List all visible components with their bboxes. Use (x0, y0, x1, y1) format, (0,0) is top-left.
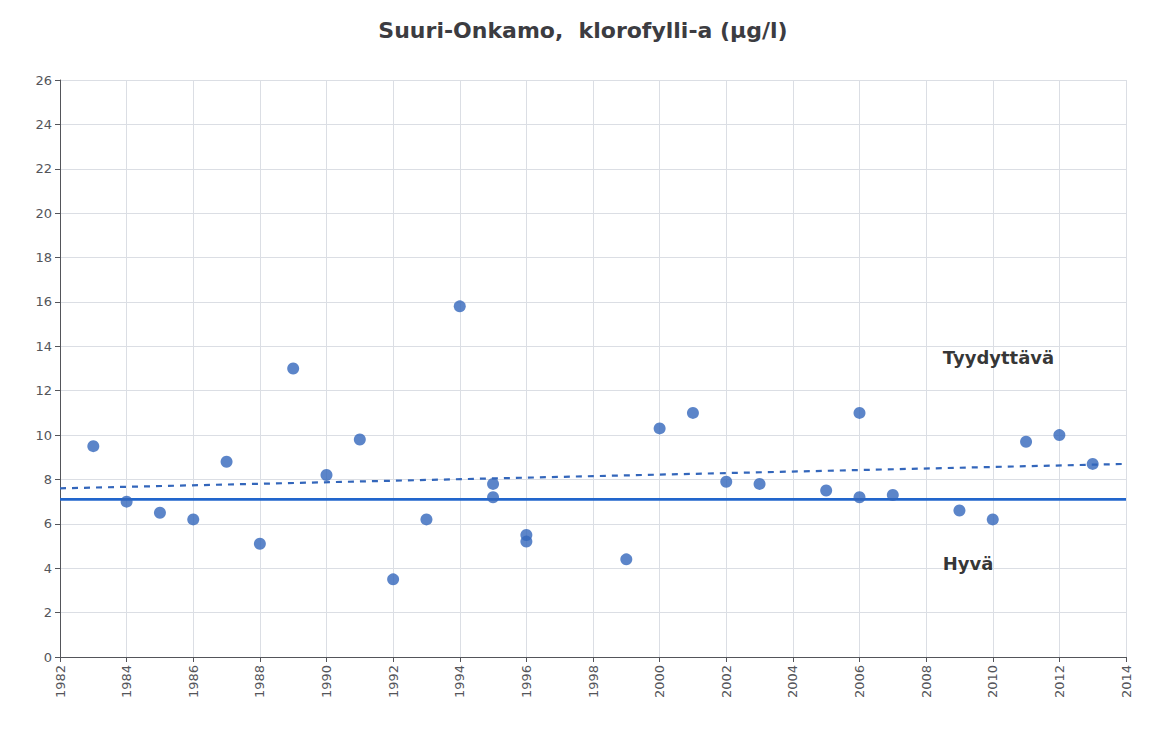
svg-text:1994: 1994 (452, 665, 467, 698)
svg-text:8: 8 (44, 472, 52, 487)
svg-text:0: 0 (44, 650, 52, 665)
svg-text:2008: 2008 (919, 665, 934, 698)
svg-text:10: 10 (35, 428, 52, 443)
svg-text:2006: 2006 (852, 665, 867, 698)
svg-text:14: 14 (35, 339, 52, 354)
svg-text:Suuri-Onkamo, klorofylli-a (μ: Suuri-Onkamo, klorofylli-a (μg/l) (378, 18, 787, 43)
svg-text:20: 20 (35, 206, 52, 221)
svg-text:4: 4 (44, 561, 52, 576)
svg-text:18: 18 (35, 250, 52, 265)
svg-text:22: 22 (35, 161, 52, 176)
svg-text:Tyydyttävä: Tyydyttävä (943, 347, 1054, 368)
svg-text:1984: 1984 (119, 665, 134, 698)
svg-text:2010: 2010 (985, 665, 1000, 698)
svg-text:12: 12 (35, 383, 52, 398)
svg-text:1992: 1992 (386, 665, 401, 698)
svg-text:2012: 2012 (1052, 665, 1067, 698)
svg-text:2: 2 (44, 605, 52, 620)
svg-text:Hyvä: Hyvä (943, 553, 994, 574)
svg-text:1988: 1988 (252, 665, 267, 698)
svg-text:2002: 2002 (719, 665, 734, 698)
svg-text:1982: 1982 (53, 665, 68, 698)
svg-text:26: 26 (35, 73, 52, 88)
svg-text:1986: 1986 (186, 665, 201, 698)
svg-text:2004: 2004 (785, 665, 800, 698)
svg-text:1998: 1998 (586, 665, 601, 698)
svg-text:24: 24 (35, 117, 52, 132)
svg-text:1990: 1990 (319, 665, 334, 698)
svg-text:1996: 1996 (519, 665, 534, 698)
svg-text:2014: 2014 (1119, 665, 1134, 698)
svg-text:6: 6 (44, 516, 52, 531)
svg-text:2000: 2000 (652, 665, 667, 698)
svg-text:16: 16 (35, 294, 52, 309)
